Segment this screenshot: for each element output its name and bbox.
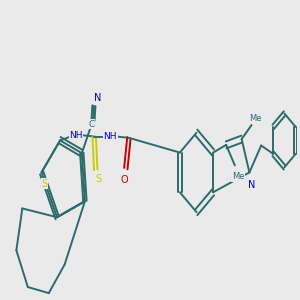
Text: N: N [248, 180, 256, 190]
Text: Me: Me [249, 114, 262, 123]
Text: S: S [96, 174, 102, 184]
Text: NH: NH [103, 132, 117, 141]
Text: N: N [94, 93, 101, 103]
Text: C: C [88, 120, 95, 129]
Text: NH: NH [70, 131, 83, 140]
Text: Me: Me [232, 172, 244, 182]
Text: S: S [42, 179, 48, 189]
Text: O: O [121, 175, 128, 185]
